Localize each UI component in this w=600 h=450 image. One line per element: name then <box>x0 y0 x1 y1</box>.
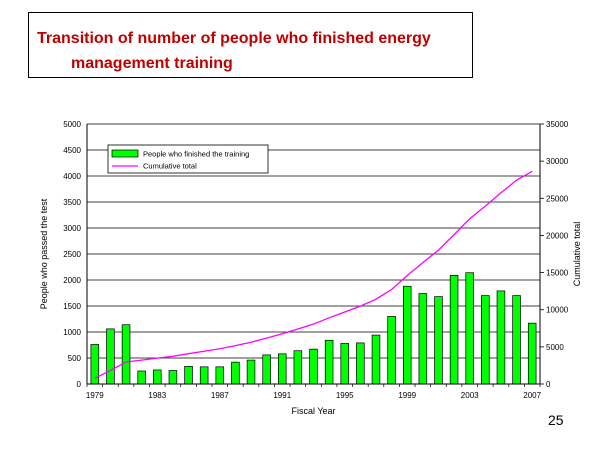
x-tick-label: 2007 <box>523 391 541 400</box>
y-tick-label: 3500 <box>63 198 81 207</box>
legend-label-bar: People who finished the training <box>143 150 249 159</box>
slide-title-line-2: management training <box>71 55 233 72</box>
bar <box>512 295 521 385</box>
bar <box>215 366 225 385</box>
y-tick-label: 500 <box>68 354 82 363</box>
y-axis-title: People who passed the test <box>39 198 49 309</box>
slide-title-box: Transition of number of people who finis… <box>28 12 473 78</box>
y-tick-label: 2500 <box>63 250 81 259</box>
bar <box>153 369 162 385</box>
bar <box>356 342 365 385</box>
bar <box>184 365 193 385</box>
x-tick-label: 1983 <box>148 391 166 400</box>
slide-title-line-1: Transition of number of people who finis… <box>37 30 431 47</box>
y-tick-label: 5000 <box>63 120 81 129</box>
bar <box>496 290 506 385</box>
y2-tick-label: 5000 <box>546 343 564 352</box>
y-tick-label: 1000 <box>63 328 81 337</box>
page-number: 25 <box>548 412 564 428</box>
x-tick-label: 1987 <box>211 391 229 400</box>
bar <box>137 370 146 385</box>
bar <box>309 348 318 385</box>
y-tick-label: 0 <box>77 380 82 389</box>
bar <box>231 361 240 385</box>
y2-tick-label: 0 <box>546 380 551 389</box>
y2-tick-label: 10000 <box>546 306 569 315</box>
bar <box>199 366 209 385</box>
bar <box>402 285 412 385</box>
bar <box>262 354 271 385</box>
bar <box>527 322 537 385</box>
bar <box>481 295 490 385</box>
y-tick-label: 3000 <box>63 224 81 233</box>
bar <box>106 328 115 385</box>
y2-tick-label: 20000 <box>546 231 569 240</box>
x-tick-label: 2003 <box>461 391 479 400</box>
bar <box>278 353 287 385</box>
bar <box>293 350 303 385</box>
y-tick-label: 2000 <box>63 276 81 285</box>
y2-tick-label: 30000 <box>546 157 569 166</box>
legend-swatch-bar <box>111 149 139 158</box>
bar <box>168 370 178 385</box>
bar <box>371 334 381 385</box>
cumulative-line <box>94 170 533 379</box>
x-tick-label: 1999 <box>398 391 416 400</box>
y-tick-label: 4500 <box>63 146 81 155</box>
x-axis-title: Fiscal Year <box>291 406 335 416</box>
x-tick-label: 1995 <box>336 391 354 400</box>
y-tick-label: 1500 <box>63 302 81 311</box>
bar <box>340 343 349 385</box>
bar <box>465 272 474 385</box>
y-tick-label: 4000 <box>63 172 81 181</box>
bar <box>387 316 396 385</box>
bar <box>324 339 334 385</box>
y2-tick-label: 35000 <box>546 120 569 129</box>
legend-label-line: Cumulative total <box>143 162 197 171</box>
bar <box>434 296 443 385</box>
y2-tick-label: 25000 <box>546 194 569 203</box>
y2-tick-label: 15000 <box>546 269 569 278</box>
y2-axis-title: Cumulative total <box>572 222 582 287</box>
bar <box>418 293 428 385</box>
x-tick-label: 1979 <box>86 391 104 400</box>
bar <box>246 359 256 385</box>
bar <box>449 274 459 385</box>
x-tick-label: 1991 <box>273 391 291 400</box>
bar <box>121 324 131 385</box>
